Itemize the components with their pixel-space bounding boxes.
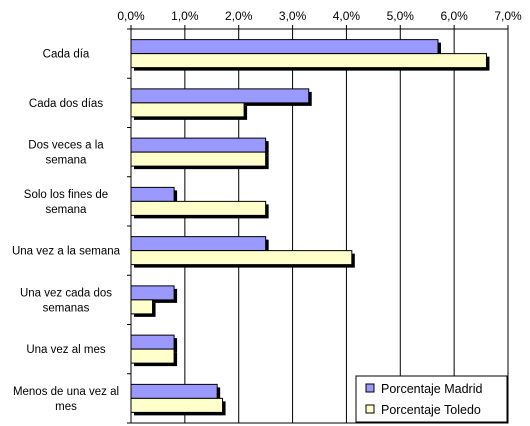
legend-box [355,375,508,423]
bar-madrid [130,39,439,55]
legend-label-madrid: Porcentaje Madrid [381,382,482,396]
bar-toledo [130,299,154,315]
bar-madrid [130,88,310,104]
plot-area [130,28,509,424]
x-tick-label: 6,0% [440,9,468,23]
category-label: semana [46,204,88,216]
legend-swatch-toledo [365,404,375,414]
x-tick-label: 4,0% [333,9,361,23]
x-tick-label: 7,0% [494,9,522,23]
category-label: Solo los fines de [24,189,108,201]
bar-toledo [130,200,267,216]
legend-label-toledo: Porcentaje Toledo [381,403,481,417]
category-label: Menos de una vez al [13,386,119,398]
x-tick-label: 1,0% [171,9,199,23]
category-label: Cada dos días [29,98,103,110]
bar-madrid [130,383,218,399]
legend: Porcentaje Madrid Porcentaje Toledo [355,375,508,423]
category-label: semanas [43,302,90,314]
category-label: Una vez a la semana [12,246,121,258]
legend-swatch-madrid [365,383,375,393]
bar-toledo [130,53,487,69]
bar-madrid [130,285,175,301]
bar-toledo [130,397,224,413]
bar-toledo [130,151,267,167]
category-label: Una vez al mes [26,344,106,356]
x-tick-label: 5,0% [387,9,415,23]
bar-toledo [130,250,353,266]
bar-madrid [130,186,175,202]
bar-toledo [130,102,245,118]
bar-madrid [130,137,267,153]
x-tick-label: 3,0% [279,9,307,23]
bars [130,39,490,416]
category-label: Una vez cada dos [20,287,112,299]
bar-madrid [130,236,267,252]
x-tick-label: 2,0% [225,9,253,23]
bar-madrid [130,334,175,350]
category-label: mes [55,401,77,413]
bar-toledo [130,348,175,364]
category-label: Dos veces a la [28,140,104,152]
x-axis-tick-labels: 0,0% 1,0% 2,0% 3,0% 4,0% 5,0% 6,0% 7,0% [117,9,522,23]
category-label: semana [46,155,88,167]
x-tick-label: 0,0% [117,9,145,23]
category-labels: Cada día Cada dos días Dos veces a la seman… [12,49,121,413]
category-label: Cada día [43,49,90,61]
